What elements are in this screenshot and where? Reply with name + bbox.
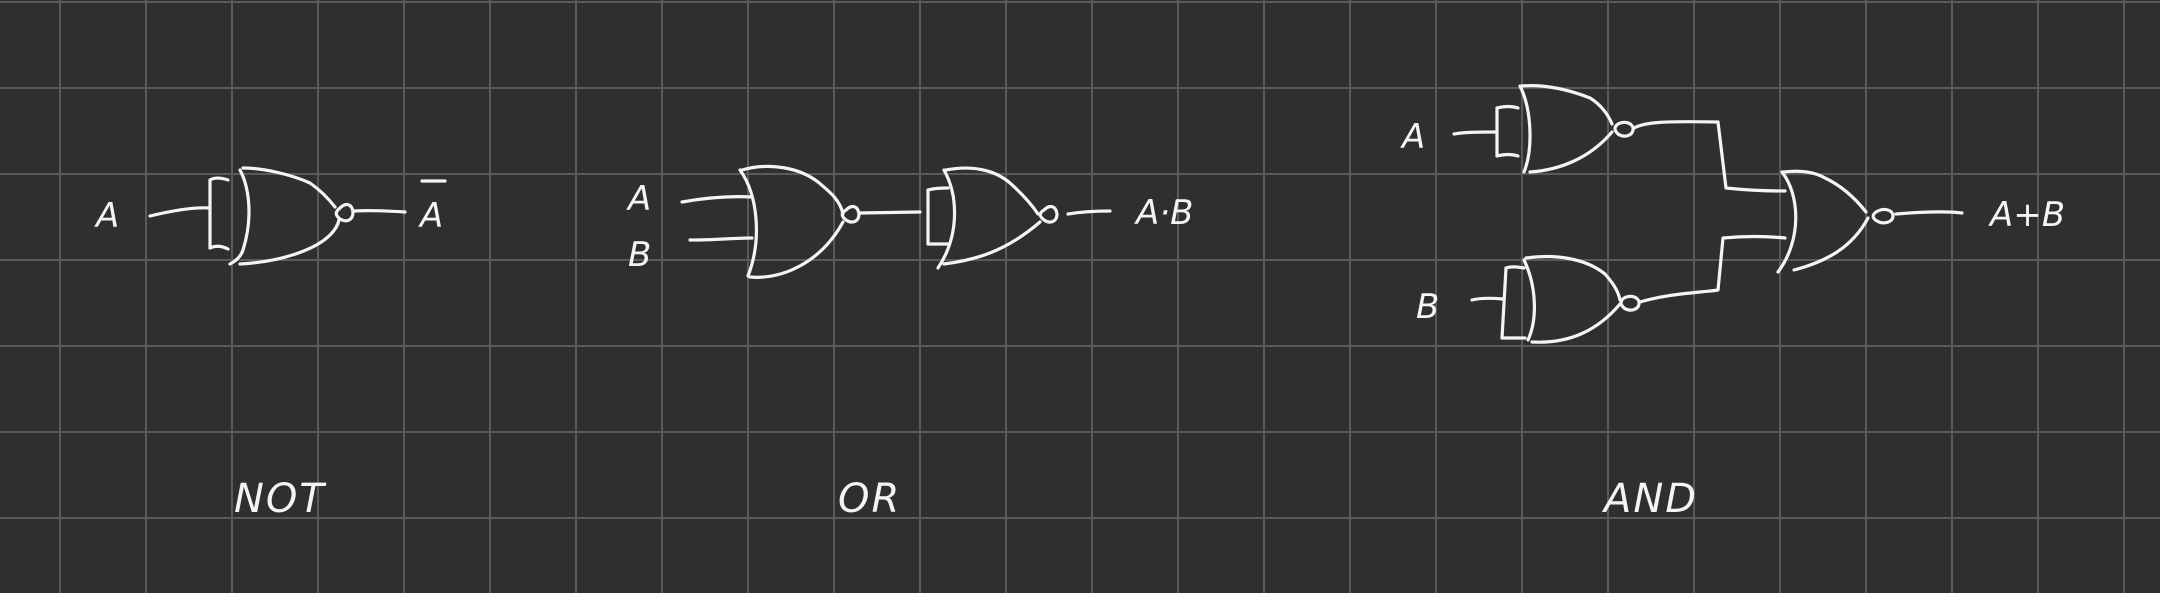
or-second-inverter-bubble [1038, 204, 1059, 224]
or-input-a-label: A [626, 179, 651, 219]
and-top-link-wire [1632, 120, 1787, 193]
and-bottom-nor-gate [1522, 254, 1622, 344]
and-gate-diagram: A B A+B AND [1400, 84, 2065, 522]
not-output-label: A [418, 196, 443, 236]
not-caption: NOT [234, 476, 327, 522]
or-link-wire [858, 210, 922, 215]
or-second-nor-gate [936, 166, 1042, 270]
and-top-nor-gate [1518, 84, 1614, 174]
not-gate-diagram: A A NOT [94, 166, 447, 522]
or-output-label: A·B [1134, 193, 1193, 233]
and-top-inverter-bubble [1613, 120, 1635, 138]
and-input-a-wire [1452, 130, 1499, 136]
and-bottom-link-wire [1638, 234, 1787, 304]
and-bottom-bar-bracket [1500, 265, 1527, 340]
and-input-a-label: A [1400, 117, 1425, 157]
and-output-label: A+B [1988, 195, 2065, 235]
and-bottom-inverter-bubble [1619, 294, 1641, 312]
or-input-b-label: B [628, 235, 651, 275]
not-input-wire [148, 206, 212, 218]
or-first-inverter-bubble [840, 204, 861, 224]
and-input-b-wire [1470, 296, 1505, 302]
not-bar-bracket [208, 176, 230, 251]
or-caption: OR [838, 476, 901, 522]
or-first-nor-gate [738, 164, 845, 279]
and-output-wire [1894, 210, 1964, 216]
and-output-nor-gate [1776, 169, 1870, 274]
and-top-bar-bracket [1495, 104, 1520, 158]
or-input-b-wire [688, 236, 754, 242]
or-gate-diagram: A B A·B OR [626, 164, 1193, 522]
and-input-b-label: B [1416, 287, 1439, 327]
and-caption: AND [1601, 476, 1698, 522]
not-inverter-bubble [334, 202, 355, 223]
and-output-inverter-bubble [1871, 207, 1895, 225]
or-output-wire [1066, 209, 1112, 216]
not-gate-symbol [228, 166, 341, 266]
not-output-wire [352, 208, 407, 214]
or-input-a-wire [680, 195, 754, 204]
or-bar-bracket [926, 186, 950, 246]
not-input-label: A [94, 196, 119, 236]
